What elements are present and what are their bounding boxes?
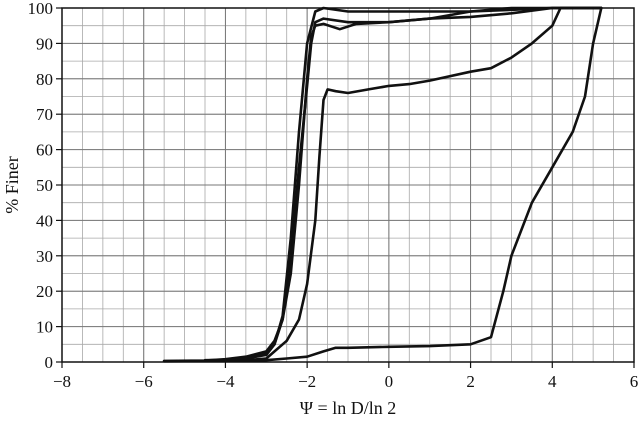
series-line-3 <box>216 6 603 362</box>
y-tick-label: 50 <box>36 176 53 195</box>
y-tick-label: 60 <box>36 141 53 160</box>
y-tick-label: 70 <box>36 105 53 124</box>
series-layer <box>162 6 603 363</box>
y-tick-label: 100 <box>28 0 54 18</box>
plot-frame <box>61 7 635 363</box>
x-tick-label: 0 <box>385 372 394 391</box>
y-tick-label: 40 <box>36 211 53 230</box>
x-tick-label: −6 <box>135 372 153 391</box>
x-tick-label: −2 <box>298 372 316 391</box>
y-tick-label: 0 <box>45 353 54 372</box>
x-tick-label: 2 <box>466 372 475 391</box>
y-tick-label: 90 <box>36 34 53 53</box>
x-tick-label: 4 <box>548 372 557 391</box>
x-tick-label: −8 <box>53 372 71 391</box>
x-tick-label: 6 <box>630 372 639 391</box>
y-tick-label: 30 <box>36 247 53 266</box>
y-tick-label: 20 <box>36 282 53 301</box>
x-tick-label: −4 <box>216 372 235 391</box>
series-line-5 <box>162 6 603 363</box>
series-line-4 <box>244 6 603 362</box>
y-tick-label: 80 <box>36 70 53 89</box>
x-axis-label: Ψ = ln D/ln 2 <box>300 398 396 418</box>
y-tick-label: 10 <box>36 318 53 337</box>
y-axis-label: % Finer <box>2 156 22 214</box>
